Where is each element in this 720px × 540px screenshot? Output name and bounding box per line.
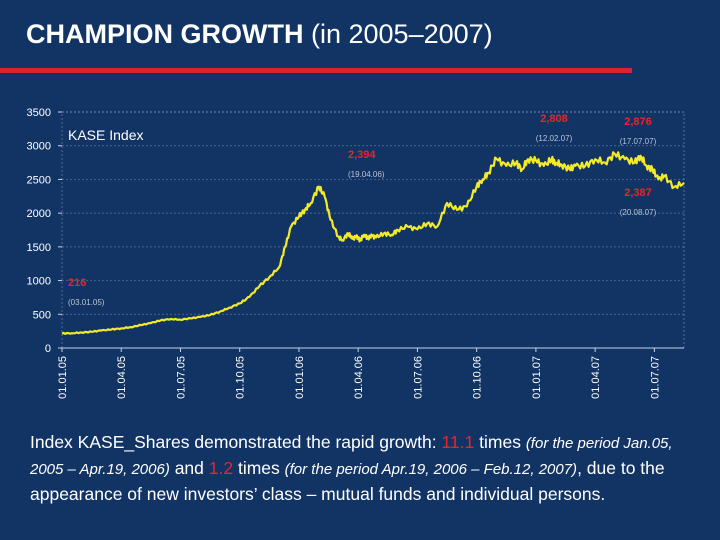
annotation-date: (20.08.07) (620, 208, 657, 217)
gridlines (62, 111, 684, 315)
y-tick-label: 1500 (27, 242, 51, 254)
x-tick-label: 01.04.06 (353, 356, 365, 399)
y-tick-label: 500 (33, 309, 51, 321)
y-tick-label: 0 (45, 343, 51, 355)
annotation-value: 2,387 (624, 187, 652, 199)
x-tick-label: 01.01.06 (294, 356, 306, 399)
x-tick-label: 01.04.05 (116, 356, 128, 399)
y-tick-label: 2000 (27, 208, 51, 220)
caption-period-1: (for the period Jan.05, 2005 – Apr.19, 2… (30, 435, 673, 478)
x-tick-label: 01.10.05 (235, 356, 247, 399)
x-tick-label: 01.01.07 (531, 356, 543, 399)
kase-index-line (61, 151, 685, 335)
slide-title: CHAMPION GROWTH (in 2005–2007) (26, 18, 493, 50)
y-tick-label: 3500 (27, 107, 51, 119)
x-tick-label: 01.07.05 (175, 356, 187, 399)
caption-part-1: Index KASE_Shares demonstrated the rapid… (30, 432, 442, 452)
annotation-value: 2,808 (540, 113, 568, 125)
y-tick-label: 1000 (27, 276, 51, 288)
annotation-value: 2,876 (624, 116, 652, 128)
annotation-date: (12.02.07) (536, 134, 573, 143)
caption-part-5: times (233, 458, 285, 478)
y-axis-ticks: 0 500 1000 1500 2000 2500 3000 3500 (27, 107, 62, 355)
annotation-date: (03.01.05) (68, 298, 105, 307)
title-divider (0, 68, 632, 73)
annotation-value: 2,394 (348, 149, 376, 161)
annotation-date: (19.04.06) (348, 170, 385, 179)
x-tick-label: 01.10.06 (472, 356, 484, 399)
y-tick-label: 2500 (27, 174, 51, 186)
caption-part-7: , due to the appearance of new investors… (30, 458, 665, 504)
x-tick-label: 01.07.07 (649, 356, 661, 399)
x-tick-label: 01.04.07 (590, 356, 602, 399)
chart-annotations: 216 (03.01.05) 2,394 (19.04.06) 2,808 (12.02.… (68, 113, 657, 307)
y-tick-label: 3000 (27, 141, 51, 153)
x-tick-label: 01.01.05 (57, 356, 69, 399)
chart-title: KASE Index (68, 127, 144, 143)
annotation-date: (17.07.07) (620, 137, 657, 146)
caption-part-2: times (474, 432, 526, 452)
slide-title-bold: CHAMPION GROWTH (26, 19, 304, 49)
chart-caption: Index KASE_Shares demonstrated the rapid… (30, 430, 702, 506)
x-tick-label: 01.07.06 (412, 356, 424, 399)
chart-container: 0 500 1000 1500 2000 2500 3000 3500 01.01.05 01.… (0, 96, 720, 416)
caption-value-1: 11.1 (441, 432, 475, 452)
caption-value-2: 1.2 (208, 458, 234, 478)
x-axis-ticks: 01.01.05 01.04.05 01.07.05 01.10.05 01.01.06… (57, 348, 661, 399)
plot-area (61, 111, 685, 349)
caption-part-4: and (169, 458, 209, 478)
annotation-value: 216 (68, 277, 86, 289)
slide-title-rest: (in 2005–2007) (311, 19, 493, 49)
caption-period-2: (for the period Apr.19, 2006 – Feb.12, 2… (284, 461, 578, 478)
